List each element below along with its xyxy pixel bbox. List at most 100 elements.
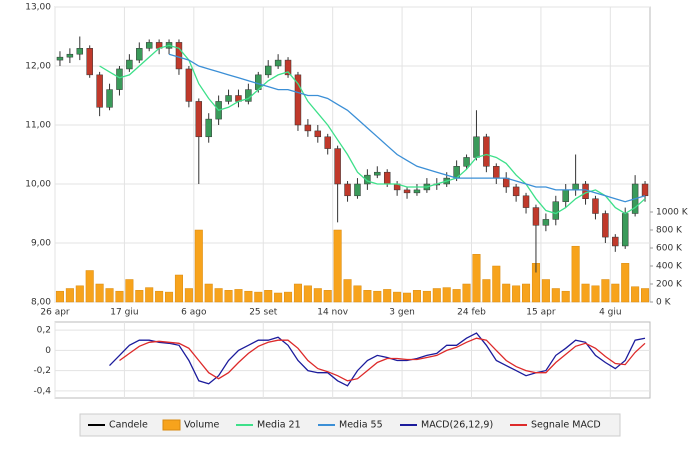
- candle-body: [175, 42, 183, 70]
- candle-body: [205, 118, 212, 138]
- series-line: [168, 53, 646, 203]
- macd-panel: [54, 321, 651, 399]
- series-line: [119, 337, 646, 382]
- candle-body: [284, 59, 292, 76]
- candle-body: [383, 171, 391, 185]
- candle-body: [136, 48, 143, 61]
- volume-bar: [135, 290, 144, 303]
- candle-body: [552, 201, 560, 220]
- volume-bar: [284, 291, 293, 303]
- candle-body: [542, 219, 550, 226]
- candle-body: [602, 213, 609, 238]
- series-line: [109, 332, 646, 387]
- candle-body: [641, 183, 649, 197]
- x-tick-label: 15 apr: [526, 308, 556, 318]
- volume-bar: [274, 292, 283, 303]
- volume-bar: [383, 289, 392, 303]
- price-panel: [54, 6, 651, 303]
- y2-tick-label: 800 K: [656, 226, 683, 236]
- x-tick-label: 25 set: [249, 308, 278, 318]
- volume-bar: [611, 283, 620, 303]
- candle-body: [126, 59, 133, 70]
- x-tick-label: 24 feb: [457, 308, 486, 318]
- candle-body: [304, 124, 312, 132]
- candle-body: [314, 130, 322, 138]
- volume-bar: [155, 290, 164, 303]
- legend-swatch: [162, 419, 181, 431]
- candle-body: [612, 236, 619, 247]
- candle-body: [76, 48, 84, 55]
- candle-body: [483, 136, 490, 167]
- volume-bar: [442, 287, 451, 303]
- volume-bar: [55, 290, 64, 303]
- volume-bar: [422, 290, 431, 303]
- candle-body: [264, 65, 272, 76]
- candle-body: [145, 42, 153, 49]
- candle-body: [96, 74, 103, 108]
- volume-bar: [561, 290, 570, 303]
- candle-body: [522, 195, 530, 208]
- x-tick-label: 14 nov: [317, 308, 349, 318]
- y-tick-label: 8,00: [31, 298, 51, 308]
- volume-bar: [184, 288, 193, 303]
- volume-bar: [254, 291, 263, 303]
- legend-label: Candele: [109, 420, 148, 431]
- volume-bar: [234, 289, 243, 303]
- volume-bar: [363, 290, 372, 303]
- volume-bar: [621, 263, 630, 303]
- volume-bar: [293, 283, 302, 303]
- volume-bar: [313, 288, 322, 303]
- candle-body: [473, 136, 480, 158]
- x-tick-label: 26 apr: [40, 308, 70, 318]
- volume-bar: [95, 283, 104, 303]
- candle-body: [294, 74, 302, 126]
- candle-body: [274, 59, 282, 67]
- candle-body: [403, 189, 411, 194]
- x-tick-label: 6 ago: [181, 308, 207, 318]
- candle-body: [562, 189, 569, 202]
- volume-bar: [601, 279, 610, 303]
- volume-bar: [472, 254, 481, 303]
- candle-body: [621, 213, 629, 247]
- volume-bar: [462, 283, 471, 303]
- volume-bar: [204, 283, 213, 303]
- volume-bar: [502, 283, 511, 303]
- volume-bar: [393, 291, 402, 303]
- candle-body: [572, 183, 579, 191]
- legend: [79, 413, 621, 437]
- candle-body: [512, 186, 520, 197]
- candle-body: [116, 68, 123, 90]
- volume-bar: [482, 279, 491, 303]
- y-tick-label: 11,00: [25, 121, 51, 131]
- volume-bar: [323, 290, 332, 303]
- volume-bar: [522, 283, 531, 303]
- y2-tick-label: 400 K: [656, 262, 683, 272]
- candle-body: [195, 101, 203, 138]
- y-tick-label: 9,00: [31, 239, 51, 249]
- volume-bar: [591, 285, 600, 303]
- volume-bar: [194, 229, 203, 303]
- y2-tick-label: 200 K: [656, 280, 683, 290]
- legend-label: Volume: [184, 420, 219, 431]
- volume-bar: [551, 288, 560, 303]
- candle-body: [502, 177, 510, 188]
- y-tick-label: 0,2: [37, 326, 51, 336]
- volume-bar: [631, 286, 640, 303]
- volume-bar: [214, 288, 223, 303]
- candle-body: [374, 171, 381, 176]
- candle-body: [56, 56, 64, 61]
- volume-bar: [125, 279, 134, 303]
- legend-label: Segnale MACD: [531, 420, 601, 431]
- candle-body: [225, 95, 232, 102]
- candle-body: [364, 174, 371, 185]
- volume-bar: [65, 288, 74, 303]
- candle-body: [592, 198, 599, 214]
- y-tick-label: 10,00: [25, 180, 51, 190]
- y-tick-label: 13,00: [25, 3, 51, 13]
- volume-bar: [432, 288, 441, 303]
- candle-body: [185, 68, 193, 102]
- volume-bar: [244, 290, 253, 303]
- volume-bar: [353, 285, 362, 303]
- volume-bar: [403, 292, 412, 303]
